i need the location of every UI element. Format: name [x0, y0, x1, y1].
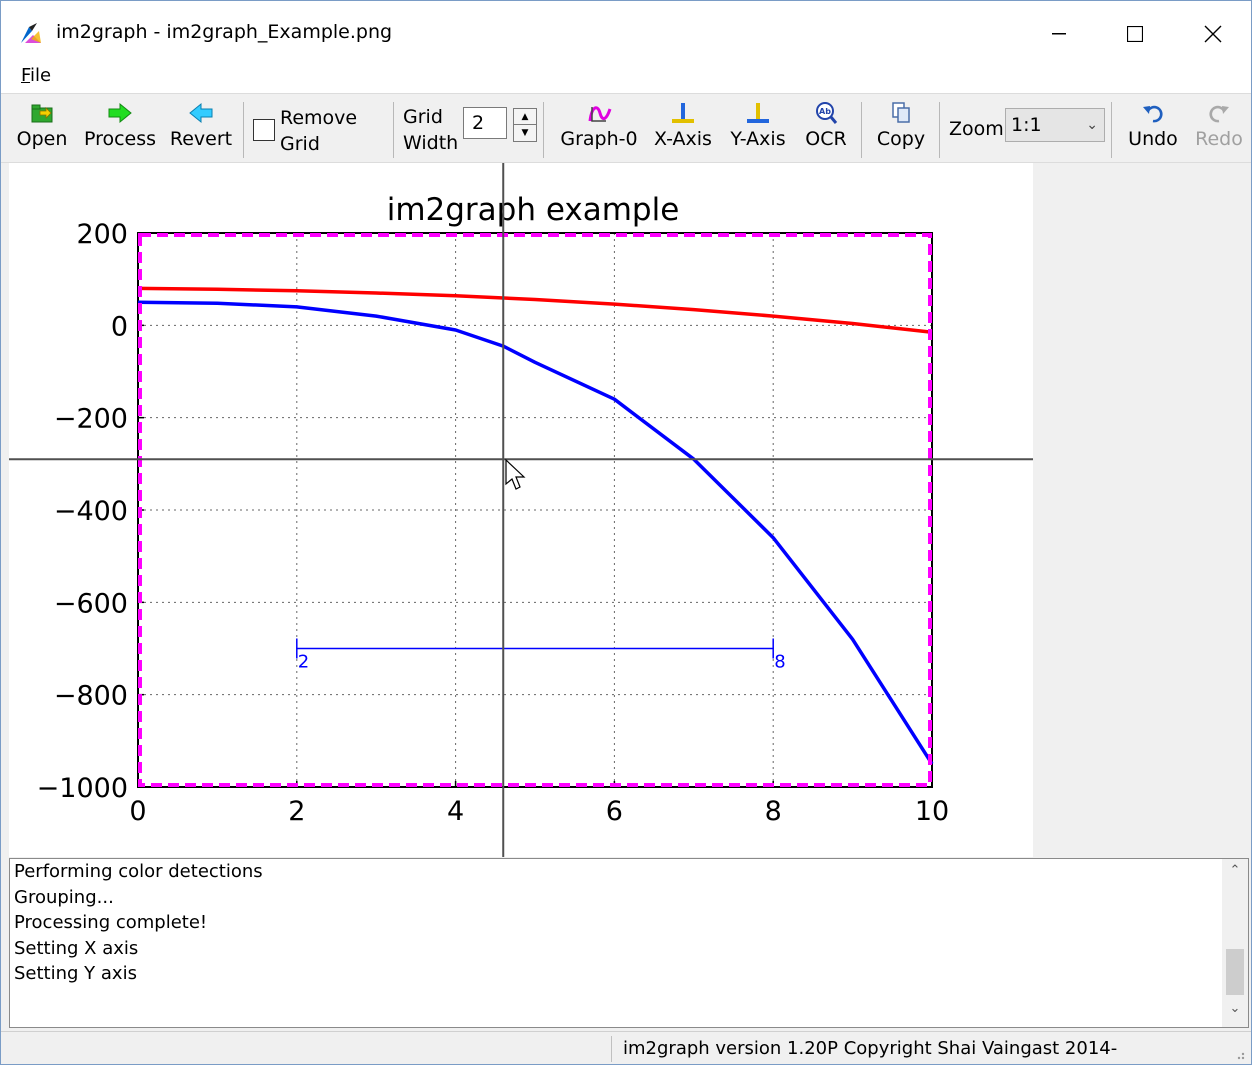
open-button[interactable]: Open [15, 100, 69, 158]
status-text: im2graph version 1.20P Copyright Shai Va… [623, 1038, 1118, 1059]
y-tick-label: 200 [76, 219, 128, 250]
redo-icon [1209, 105, 1229, 123]
title-bar: im2graph - im2graph_Example.png [1, 1, 1251, 59]
chart-title: im2graph example [387, 192, 680, 228]
x-tick-label: 0 [129, 796, 146, 827]
minimize-button[interactable] [1021, 9, 1097, 59]
toolbar-separator [861, 102, 862, 158]
maximize-button[interactable] [1097, 9, 1173, 59]
x-tick-label: 4 [447, 796, 464, 827]
undo-button[interactable]: Undo [1125, 100, 1181, 158]
app-logo-icon [21, 23, 41, 43]
log-line: Performing color detections [14, 861, 263, 882]
grid-width-input[interactable]: 2 [463, 107, 507, 139]
scroll-down-arrow-icon[interactable]: ⌄ [1229, 1001, 1241, 1016]
x-tick-label: 10 [915, 796, 949, 827]
toolbar-separator [1111, 102, 1112, 158]
x-tick-label: 8 [765, 796, 782, 827]
scroll-thumb[interactable] [1226, 949, 1244, 995]
log-panel[interactable]: Performing color detections Grouping... Pr… [9, 858, 1249, 1028]
log-lines: Performing color detections Grouping... Pr… [10, 859, 1248, 987]
log-line: Setting X axis [14, 937, 139, 959]
y-tick-label: −1000 [37, 773, 128, 804]
image-panel[interactable]: im2graph example 0 2 4 6 8 10 200 0 −200 −400 −600… [9, 163, 1033, 857]
close-button[interactable] [1175, 9, 1251, 59]
series-line-0 [137, 286, 933, 335]
grid-width-spin-down[interactable]: ▼ [513, 124, 537, 142]
spin-up-icon: ▲ [521, 112, 529, 122]
resize-grip-icon[interactable] [1231, 1046, 1245, 1060]
y-tick-label: −400 [54, 496, 128, 527]
x-axis-button[interactable]: X-Axis [651, 100, 715, 158]
log-line: Processing complete! [14, 912, 208, 933]
remove-grid-label[interactable]: Remove Grid [280, 107, 358, 155]
x-axis-icon [672, 103, 694, 123]
toolbar-separator [393, 102, 394, 158]
toolbar: Open Process Revert Remove Grid Grid Width… [1, 93, 1251, 163]
y-axis-button[interactable]: Y-Axis [727, 100, 789, 158]
mouse-cursor-icon [505, 458, 526, 490]
process-button[interactable]: Process [83, 100, 157, 158]
toolbar-separator [243, 102, 244, 158]
window-title: im2graph - im2graph_Example.png [56, 21, 393, 43]
ocr-button[interactable]: Ab OCR [801, 100, 851, 158]
x-tick-label: 6 [606, 796, 623, 827]
status-separator [611, 1036, 612, 1062]
spin-down-icon: ▼ [521, 128, 529, 138]
y-tick-label: 0 [111, 311, 128, 342]
y-tick-label: −600 [54, 588, 128, 619]
graph-curve-icon [588, 106, 612, 122]
log-scrollbar[interactable]: ⌃ ⌄ [1222, 859, 1248, 1027]
measure-start-label: 2 [298, 652, 309, 673]
y-tick-label: −200 [54, 404, 128, 435]
copy-button[interactable]: Copy [873, 100, 929, 158]
remove-grid-checkbox[interactable] [253, 119, 275, 141]
chart-canvas[interactable]: im2graph example 0 2 4 6 8 10 200 0 −200 −400 −600… [9, 163, 1033, 857]
canvas-area: im2graph example 0 2 4 6 8 10 200 0 −200 −400 −600… [9, 163, 1251, 857]
svg-text:Ab: Ab [819, 107, 831, 116]
menu-file[interactable]: File [21, 65, 52, 86]
y-axis-icon [747, 103, 769, 123]
maximize-icon [1127, 26, 1143, 42]
x-tick-label: 2 [288, 796, 305, 827]
measure-end-label: 8 [774, 652, 785, 673]
toolbar-separator [939, 102, 940, 158]
copy-icon [892, 102, 910, 123]
minimize-icon [1052, 33, 1066, 35]
zoom-label: Zoom [949, 118, 1004, 140]
status-bar: im2graph version 1.20P Copyright Shai Va… [1, 1031, 1251, 1064]
grid-width-label: Grid Width [403, 106, 459, 154]
toolbar-separator [543, 102, 544, 158]
process-arrow-icon [108, 102, 132, 124]
open-folder-icon [31, 104, 53, 123]
log-line: Grouping... [14, 886, 114, 908]
undo-icon [1143, 105, 1163, 123]
selection-box[interactable] [138, 233, 932, 787]
y-tick-label: −800 [54, 681, 128, 712]
chevron-down-icon: ⌄ [1086, 117, 1098, 133]
graph0-button[interactable]: Graph-0 [559, 100, 639, 158]
redo-button[interactable]: Redo [1191, 100, 1247, 158]
scroll-up-arrow-icon[interactable]: ⌃ [1229, 863, 1241, 878]
menu-bar: File [1, 59, 1251, 93]
revert-button[interactable]: Revert [170, 100, 232, 158]
log-line: Setting Y axis [14, 963, 137, 984]
zoom-select[interactable]: 1:1 ⌄ [1005, 108, 1105, 142]
close-icon [1204, 25, 1222, 43]
ocr-magnifier-icon: Ab [816, 102, 838, 124]
series-line-1 [137, 300, 934, 765]
revert-arrow-icon [189, 102, 213, 124]
